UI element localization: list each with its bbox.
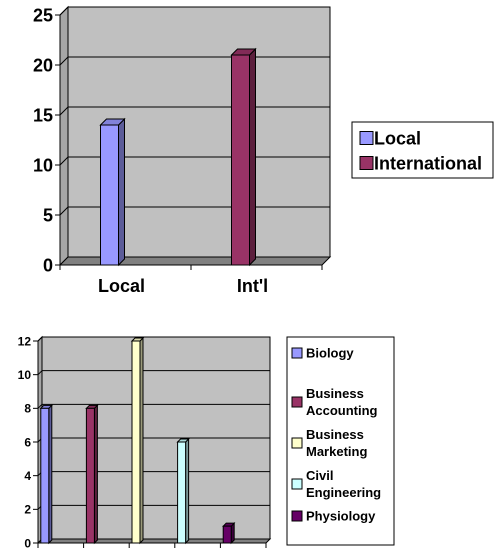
gridline-side [59,6,69,16]
bar [230,47,257,267]
legend-swatch [291,437,303,449]
legend-label: Business Marketing [306,427,367,459]
y-tick-label: 4 [24,469,31,483]
y-tick-label: 8 [24,402,31,416]
bar [130,336,145,545]
legend-label: Biology [306,346,354,361]
y-tick-label: 25 [33,5,53,25]
bar [221,521,236,545]
y-tick-label: 0 [24,536,31,550]
gridline-side [37,370,43,376]
bar [176,437,190,545]
gridline-side [37,336,43,342]
bar-front [177,441,187,544]
y-tick-label: 0 [43,255,53,275]
bar-front [85,407,95,544]
bar [39,404,54,545]
y-tick-label: 15 [33,105,53,125]
bar-front [231,54,250,266]
plot-floor [36,538,272,544]
y-tick-label: 10 [18,368,32,382]
legend-label: Civil Engineering [306,468,381,500]
x-tick-label: Int'l [237,276,268,296]
legend-swatch [291,478,303,490]
legend-swatch [291,510,303,522]
legend-label: International [374,153,482,173]
legend-swatch [291,396,303,408]
gridline-side [59,106,69,116]
legend-swatch [359,131,374,145]
y-tick-label: 2 [24,503,31,517]
gridline-side [59,206,69,216]
legend [351,121,494,179]
y-tick-label: 10 [33,155,53,175]
bar-front [40,407,50,544]
bar-front [131,340,141,544]
legend-swatch [291,347,303,359]
y-tick-label: 20 [33,55,53,75]
y-tick-label: 12 [18,334,32,348]
legend-label: Local [374,128,421,148]
bar-front [222,525,232,544]
gridline-side [37,403,43,409]
x-tick-label: Local [98,276,145,296]
legend-label: Physiology [306,509,376,524]
gridline-side [59,156,69,166]
legend-swatch [359,156,374,170]
gridline-side [59,56,69,66]
bar-front [100,124,119,266]
bar [99,117,126,267]
legend [286,336,395,546]
bar [85,404,99,545]
y-tick-label: 6 [24,435,31,449]
legend-label: Business Accounting [306,386,378,418]
y-tick-label: 5 [43,205,53,225]
